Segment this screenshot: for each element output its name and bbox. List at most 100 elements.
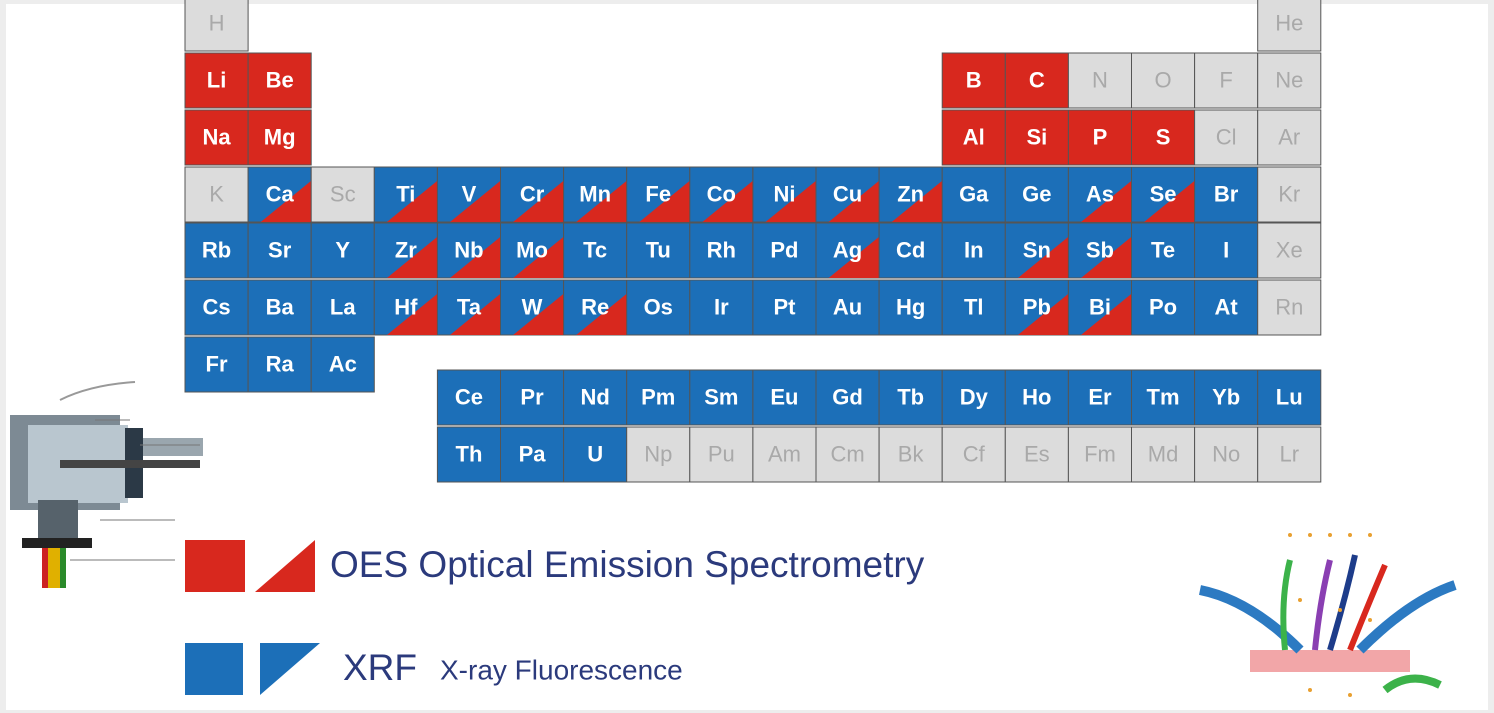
element-symbol: Yb [1212, 384, 1240, 409]
oes-triangle [450, 180, 501, 222]
oes-legend-label: OES Optical Emission Spectrometry [330, 544, 925, 585]
element-cell: Cs [184, 279, 249, 336]
cell-background [1004, 109, 1069, 166]
element-cell: Os [626, 279, 691, 336]
element-symbol: Sm [704, 384, 738, 409]
element-cell: Cl [1194, 109, 1259, 166]
cell-background [1257, 166, 1322, 223]
element-symbol: Be [266, 67, 294, 92]
element-symbol: Zn [897, 181, 924, 206]
cell-background [1131, 369, 1196, 426]
element-cell: Kr [1257, 166, 1322, 223]
element-symbol: Xe [1276, 237, 1303, 262]
cell-background [878, 369, 943, 426]
element-cell: Bi [1067, 279, 1133, 336]
cell-background [184, 222, 249, 279]
element-symbol: No [1212, 441, 1240, 466]
cell-background [1194, 166, 1259, 223]
cell-background [815, 279, 880, 336]
cell-background [310, 166, 375, 223]
oes-triangle [513, 293, 564, 335]
oes-triangle [1081, 293, 1132, 335]
element-cell: Ne [1257, 52, 1322, 109]
element-symbol: Fe [645, 181, 671, 206]
cell-background [563, 426, 628, 483]
xrf-partial-swatch [260, 643, 320, 695]
element-symbol: I [1223, 237, 1229, 262]
element-cell: Au [815, 279, 880, 336]
element-symbol: Fr [206, 351, 228, 376]
element-cell: Li [184, 52, 249, 109]
cell-background [1257, 0, 1322, 52]
cell-background [184, 52, 249, 109]
element-cell: Y [310, 222, 375, 279]
cell-background [689, 426, 754, 483]
cell-background [1004, 426, 1069, 483]
cell-background [1004, 166, 1069, 223]
element-cell: Na [184, 109, 249, 166]
element-cell: S [1131, 109, 1196, 166]
cell-background [1067, 369, 1133, 426]
element-cell: Ti [373, 166, 438, 223]
xrf-legend-abbr: XRF [343, 647, 417, 688]
cell-background [752, 369, 817, 426]
element-symbol: Na [202, 124, 231, 149]
element-cell: C [1004, 52, 1069, 109]
oes-triangle [386, 293, 438, 335]
element-symbol: Ar [1278, 124, 1300, 149]
element-symbol: Cu [833, 181, 862, 206]
element-symbol: Tb [897, 384, 924, 409]
cell-background [752, 279, 817, 336]
cell-background [626, 426, 691, 483]
oes-triangle [386, 180, 438, 222]
element-symbol: Po [1149, 294, 1177, 319]
element-symbol: Hg [896, 294, 925, 319]
element-cell: Cm [815, 426, 880, 483]
element-symbol: Rb [202, 237, 231, 262]
oes-triangle [450, 293, 501, 335]
cell-background [1257, 222, 1322, 279]
cell-background [247, 336, 312, 393]
element-symbol: O [1154, 67, 1171, 92]
element-cell: Hg [878, 279, 943, 336]
element-symbol: Ag [833, 237, 862, 262]
legend: OES Optical Emission Spectrometry XRF X-… [185, 540, 925, 695]
element-symbol: Li [207, 67, 227, 92]
cell-background [1194, 52, 1259, 109]
cell-background [1131, 222, 1196, 279]
element-symbol: Cd [896, 237, 925, 262]
cell-background [1067, 109, 1133, 166]
cell-background [500, 426, 565, 483]
cell-background [941, 279, 1006, 336]
element-cell: As [1067, 166, 1133, 223]
cell-background [310, 336, 375, 393]
element-symbol: Sb [1086, 237, 1114, 262]
element-cell: Sc [310, 166, 375, 223]
cell-background [1131, 426, 1196, 483]
element-symbol: Tu [646, 237, 671, 262]
element-cell: Ba [247, 279, 312, 336]
cell-background [1194, 426, 1259, 483]
element-cell: Te [1131, 222, 1196, 279]
element-cell: Pb [1004, 279, 1069, 336]
element-symbol: Am [768, 441, 801, 466]
element-cell: Be [247, 52, 312, 109]
element-cell: Ca [247, 166, 312, 223]
cell-background [184, 279, 249, 336]
element-symbol: Mn [579, 181, 611, 206]
element-cell: Th [436, 426, 501, 483]
element-symbol: Hf [394, 294, 418, 319]
element-cell: Mg [247, 109, 312, 166]
element-cell: Rb [184, 222, 249, 279]
element-cell: Np [626, 426, 691, 483]
element-cell: Sr [247, 222, 312, 279]
element-cell: Si [1004, 109, 1069, 166]
element-symbol: F [1219, 67, 1232, 92]
element-symbol: Ca [266, 181, 295, 206]
element-cell: Pm [626, 369, 691, 426]
cell-background [563, 369, 628, 426]
oes-partial-swatch [255, 540, 315, 592]
element-cell: Fe [626, 166, 691, 223]
element-cell: Hf [373, 279, 438, 336]
